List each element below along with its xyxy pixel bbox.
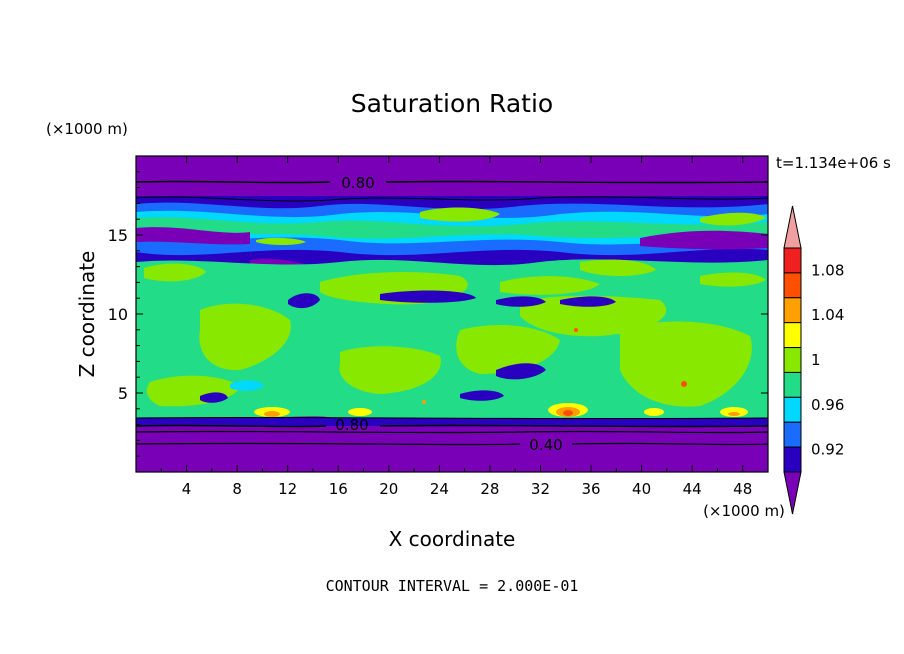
y-axis-label: Z coordinate <box>75 251 99 378</box>
x-axis-unit: (×1000 m) <box>703 502 785 520</box>
x-tick-label: 16 <box>329 480 348 498</box>
colorbar-level-label: 1 <box>811 351 821 369</box>
x-tick-label: 8 <box>232 480 242 498</box>
colorbar-box <box>783 247 802 274</box>
colorbar-box <box>783 371 802 398</box>
x-tick-label: 4 <box>182 480 192 498</box>
x-tick-label: 20 <box>379 480 398 498</box>
colorbar-level-label: 1.04 <box>811 306 844 324</box>
time-label: t=1.134e+06 s <box>776 154 891 172</box>
x-tick-label: 36 <box>581 480 600 498</box>
x-tick-label: 48 <box>733 480 752 498</box>
contour-label-mid: 0.80 <box>335 416 368 434</box>
colorbar: 0.92 0.96 1 1.04 1.08 <box>783 205 844 515</box>
x-tick-label: 44 <box>683 480 702 498</box>
y-tick-label: 15 <box>108 226 128 245</box>
colorbar-box <box>783 421 802 448</box>
x-tick-label: 32 <box>531 480 550 498</box>
colorbar-level-label: 1.08 <box>811 261 844 279</box>
colorbar-box <box>783 322 802 349</box>
colorbar-box <box>783 446 802 473</box>
y-tick-label: 5 <box>118 384 128 403</box>
contour-label-lower: 0.40 <box>529 436 562 454</box>
x-tick-label: 12 <box>278 480 297 498</box>
x-tick-label: 40 <box>632 480 651 498</box>
chart-title: Saturation Ratio <box>351 89 553 118</box>
colorbar-box <box>783 272 802 299</box>
contour-label-upper: 0.80 <box>341 174 374 192</box>
contour-interval-footer: CONTOUR INTERVAL = 2.000E-01 <box>326 577 579 595</box>
colorbar-under-triangle <box>783 471 802 515</box>
colorbar-box <box>783 347 802 373</box>
colorbar-box <box>783 396 802 423</box>
colorbar-level-label: 0.96 <box>811 396 844 414</box>
y-axis: 5 10 15 <box>108 171 768 457</box>
colorbar-box <box>783 297 802 324</box>
colorbar-level-label: 0.92 <box>811 441 844 459</box>
saturation-field: 0.80 0.80 0.40 <box>136 156 768 472</box>
x-axis: 4 8 12 16 20 24 28 32 36 40 44 48 <box>160 156 752 498</box>
colorbar-over-triangle <box>783 205 802 249</box>
x-axis-label: X coordinate <box>389 527 516 551</box>
y-tick-label: 10 <box>108 305 128 324</box>
x-tick-label: 24 <box>430 480 449 498</box>
y-axis-unit: (×1000 m) <box>46 120 128 138</box>
x-tick-label: 28 <box>480 480 499 498</box>
